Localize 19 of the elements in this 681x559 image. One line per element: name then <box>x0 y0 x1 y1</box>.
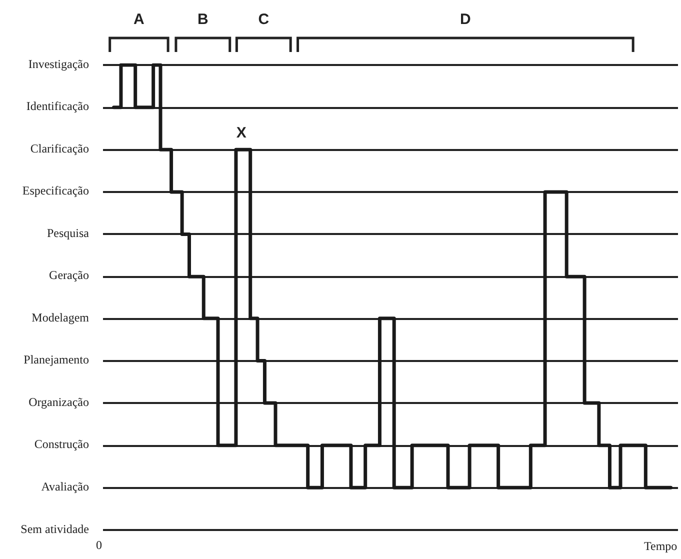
text: Sem atividade <box>20 522 89 536</box>
text: Identificação <box>26 99 89 114</box>
text: Investigação <box>28 56 89 71</box>
text: Geração <box>49 268 89 282</box>
text: Especificação <box>22 184 89 198</box>
x-axis-title: Tempo <box>644 539 678 553</box>
annotation: X <box>236 124 246 142</box>
text: Planejamento <box>24 352 89 367</box>
text: C <box>258 10 270 28</box>
text: Construção <box>34 437 89 452</box>
text: 0 <box>96 538 102 552</box>
text: D <box>460 10 472 28</box>
text: Modelagem <box>32 310 90 324</box>
text: B <box>197 10 208 28</box>
text: Pesquisa <box>47 226 90 240</box>
text: Clarificação <box>30 141 89 156</box>
text: A <box>134 10 145 28</box>
text: Organização <box>28 394 89 409</box>
text: Avaliação <box>41 479 89 494</box>
